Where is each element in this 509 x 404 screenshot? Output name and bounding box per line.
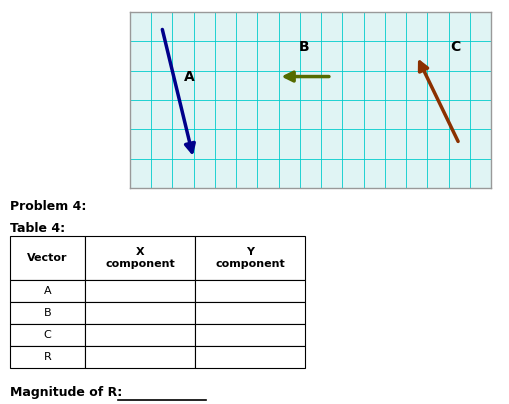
- Bar: [10, 280, 85, 302]
- Bar: [195, 280, 305, 302]
- Bar: [10, 324, 85, 346]
- Bar: [10, 236, 85, 280]
- Bar: [195, 324, 305, 346]
- Text: A: A: [44, 286, 51, 296]
- Text: Vector: Vector: [27, 253, 68, 263]
- Text: A: A: [184, 69, 195, 84]
- Bar: [195, 302, 305, 324]
- Bar: [85, 324, 195, 346]
- Text: C: C: [44, 330, 51, 340]
- Bar: [195, 346, 305, 368]
- Text: Problem 4:: Problem 4:: [10, 200, 87, 213]
- Text: B: B: [44, 308, 51, 318]
- Text: Magnitude of R:: Magnitude of R:: [10, 386, 122, 399]
- Text: R: R: [44, 352, 51, 362]
- Text: B: B: [299, 40, 309, 54]
- Bar: [85, 346, 195, 368]
- Text: Table 4:: Table 4:: [10, 222, 65, 235]
- Bar: [85, 302, 195, 324]
- Text: Y
component: Y component: [215, 247, 285, 269]
- Text: X
component: X component: [105, 247, 175, 269]
- Bar: [10, 302, 85, 324]
- Bar: [10, 346, 85, 368]
- Bar: [195, 236, 305, 280]
- Text: C: C: [450, 40, 460, 54]
- Bar: [85, 236, 195, 280]
- Bar: [85, 280, 195, 302]
